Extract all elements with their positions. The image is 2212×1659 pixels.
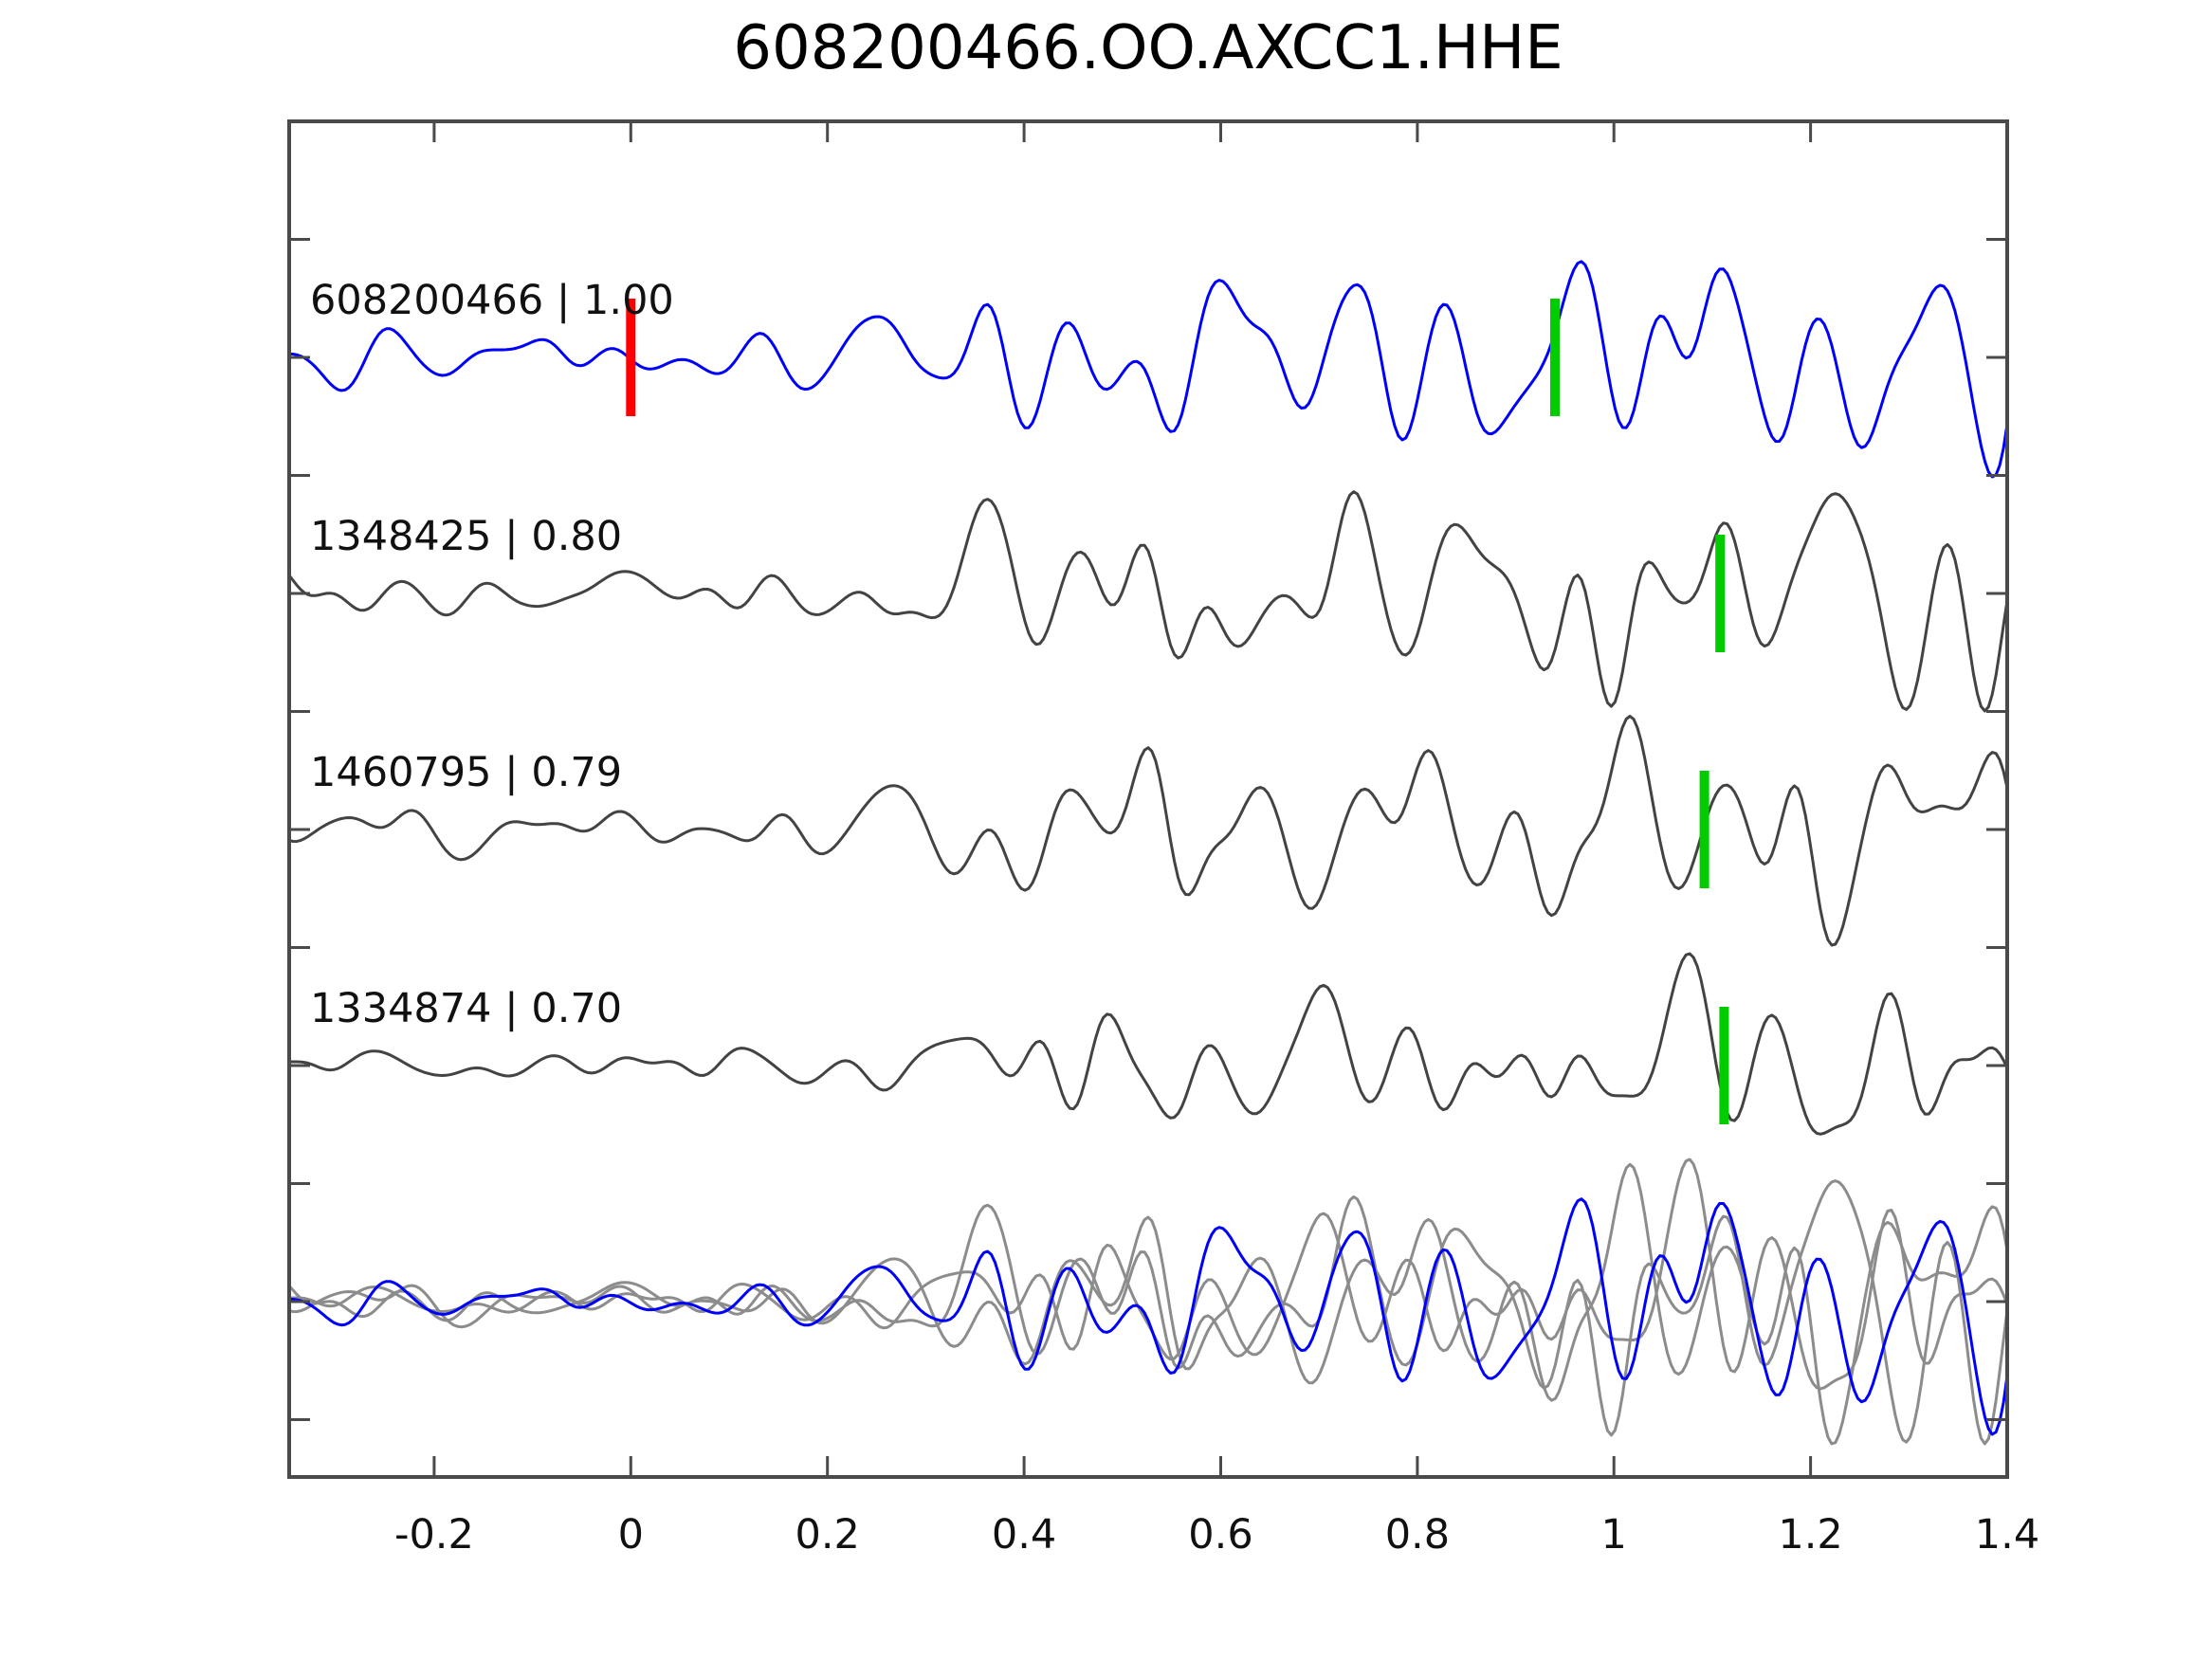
overlay-waveform: [289, 1197, 2007, 1436]
x-tick-label: 1.4: [1975, 1511, 2039, 1559]
x-tick-label: 0: [618, 1511, 644, 1559]
x-tick-label: 0.2: [795, 1511, 860, 1559]
trace-label: 1460795 | 0.79: [310, 749, 622, 796]
trace-label: 1348425 | 0.80: [310, 513, 622, 560]
overlay-waveform: [289, 1158, 2007, 1391]
pick-marker: [1719, 1007, 1729, 1124]
pick-marker: [1715, 535, 1726, 652]
template-time-marker: [626, 299, 636, 416]
x-tick-label: 0.4: [992, 1511, 1056, 1559]
plot-border: [287, 119, 2009, 1479]
pick-marker: [1699, 771, 1709, 888]
x-tick-label: -0.2: [394, 1511, 474, 1559]
trace-waveform: [289, 952, 2007, 1136]
x-tick-label: 0.6: [1188, 1511, 1252, 1559]
trace-waveform: [289, 260, 2007, 479]
x-tick-label: 1.2: [1778, 1511, 1842, 1559]
trace-waveform: [289, 490, 2007, 713]
figure-title: 608200466.OO.AXCC1.HHE: [733, 13, 1563, 83]
pick-markers-layer: [626, 299, 1729, 1124]
pick-marker: [1550, 299, 1560, 416]
trace-label: 608200466 | 1.00: [310, 277, 674, 324]
trace-label: 1334874 | 0.70: [310, 985, 622, 1032]
x-tick-label: 0.8: [1385, 1511, 1450, 1559]
trace-waveform: [289, 715, 2007, 947]
traces-layer: [289, 260, 2007, 1446]
labels-layer: -0.2 0 0.2 0.4 0.6 0.8 1 1.2 1.4 608200466 | 1.00…: [310, 277, 2039, 1559]
axes-frame: [287, 119, 2009, 1479]
overlay-waveform: [289, 1162, 2007, 1446]
x-tick-label: 1: [1601, 1511, 1627, 1559]
